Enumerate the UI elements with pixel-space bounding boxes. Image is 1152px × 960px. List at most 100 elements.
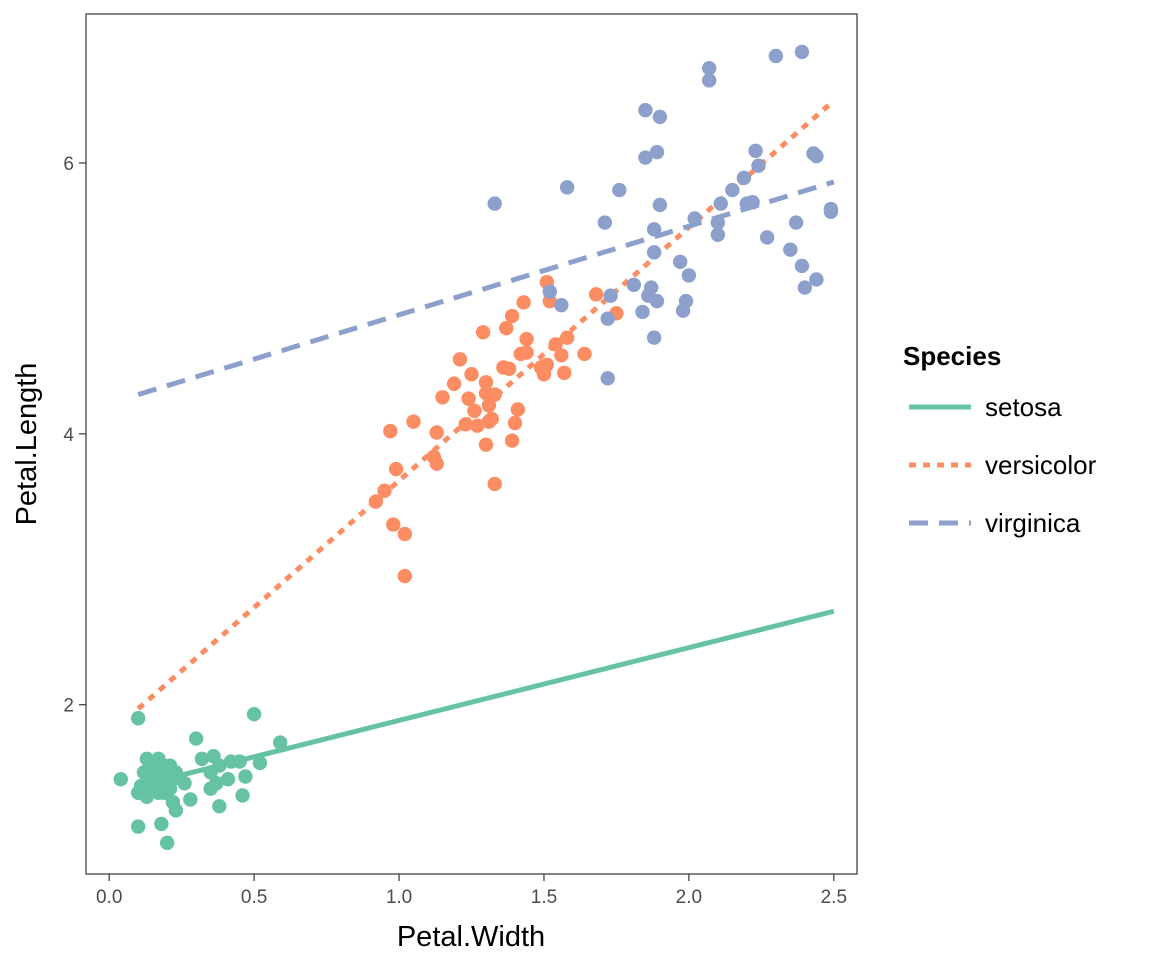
point-virginica-30 bbox=[710, 215, 726, 230]
point-versicolor-21 bbox=[478, 375, 494, 390]
point-virginica-8 bbox=[612, 182, 627, 198]
point-versicolor-2 bbox=[383, 423, 398, 439]
point-virginica-44 bbox=[797, 280, 813, 295]
point-versicolor-26 bbox=[487, 387, 502, 402]
point-setosa-40 bbox=[209, 776, 224, 791]
point-virginica-29 bbox=[710, 227, 726, 242]
point-virginica-6 bbox=[600, 371, 615, 386]
point-virginica-21 bbox=[652, 109, 668, 125]
point-virginica-49 bbox=[823, 204, 839, 219]
point-virginica-10 bbox=[635, 304, 650, 320]
point-virginica-35 bbox=[745, 195, 760, 210]
point-virginica-26 bbox=[687, 211, 702, 226]
point-versicolor-11 bbox=[435, 390, 450, 405]
legend-label-virginica: virginica bbox=[985, 508, 1081, 538]
point-versicolor-25 bbox=[484, 411, 499, 427]
point-versicolor-19 bbox=[475, 325, 491, 340]
point-virginica-3 bbox=[559, 180, 575, 195]
point-virginica-7 bbox=[603, 288, 618, 303]
point-versicolor-14 bbox=[458, 417, 473, 432]
x-tick-label: 1.5 bbox=[531, 887, 557, 908]
point-versicolor-34 bbox=[510, 402, 526, 417]
point-setosa-49 bbox=[252, 755, 268, 771]
point-versicolor-27 bbox=[487, 476, 502, 492]
point-versicolor-16 bbox=[464, 367, 479, 382]
point-virginica-17 bbox=[646, 245, 662, 260]
point-versicolor-4 bbox=[388, 461, 404, 477]
point-versicolor-10 bbox=[429, 456, 444, 471]
x-tick-label: 0.0 bbox=[96, 887, 122, 908]
point-setosa-42 bbox=[212, 758, 227, 773]
point-setosa-47 bbox=[238, 769, 253, 784]
point-virginica-18 bbox=[649, 144, 665, 160]
point-versicolor-32 bbox=[504, 308, 520, 324]
point-virginica-5 bbox=[600, 311, 615, 326]
point-versicolor-44 bbox=[548, 337, 563, 352]
point-virginica-43 bbox=[794, 44, 810, 60]
point-virginica-37 bbox=[751, 158, 766, 173]
data-points bbox=[113, 44, 839, 851]
point-virginica-41 bbox=[788, 215, 804, 230]
point-virginica-47 bbox=[809, 272, 824, 287]
point-virginica-14 bbox=[644, 280, 659, 295]
x-tick-label: 1.0 bbox=[386, 887, 412, 908]
point-virginica-24 bbox=[678, 293, 694, 309]
point-virginica-36 bbox=[748, 143, 763, 158]
point-setosa-31 bbox=[168, 765, 184, 780]
point-versicolor-41 bbox=[539, 357, 555, 372]
point-versicolor-48 bbox=[577, 346, 592, 362]
point-setosa-34 bbox=[183, 792, 198, 807]
y-axis: 2 4 6 bbox=[63, 154, 86, 717]
point-versicolor-47 bbox=[559, 330, 575, 345]
point-versicolor-37 bbox=[519, 331, 534, 347]
point-versicolor-30 bbox=[501, 361, 517, 377]
point-versicolor-5 bbox=[397, 568, 413, 584]
point-setosa-32 bbox=[168, 803, 184, 818]
point-versicolor-31 bbox=[504, 433, 520, 448]
point-virginica-0 bbox=[487, 196, 502, 211]
point-versicolor-0 bbox=[368, 494, 384, 509]
point-virginica-15 bbox=[646, 330, 662, 345]
point-setosa-36 bbox=[194, 751, 210, 767]
point-versicolor-1 bbox=[377, 483, 392, 498]
point-setosa-48 bbox=[246, 706, 262, 722]
point-virginica-25 bbox=[681, 268, 697, 283]
y-tick-label: 6 bbox=[63, 154, 74, 175]
point-versicolor-20 bbox=[478, 437, 494, 452]
y-axis-title: Petal.Length bbox=[11, 363, 43, 526]
point-virginica-20 bbox=[652, 197, 668, 213]
point-virginica-22 bbox=[672, 254, 688, 270]
point-setosa-1 bbox=[130, 711, 146, 726]
point-virginica-46 bbox=[809, 149, 824, 164]
point-versicolor-9 bbox=[429, 425, 444, 440]
y-tick-label: 4 bbox=[63, 425, 74, 446]
point-setosa-46 bbox=[235, 788, 250, 803]
point-setosa-50 bbox=[273, 735, 288, 750]
x-tick-label: 2.0 bbox=[676, 887, 702, 908]
point-virginica-19 bbox=[649, 293, 665, 309]
point-versicolor-7 bbox=[406, 414, 421, 429]
point-virginica-28 bbox=[701, 60, 717, 76]
point-virginica-33 bbox=[736, 170, 752, 186]
point-versicolor-13 bbox=[452, 352, 468, 367]
point-versicolor-38 bbox=[519, 345, 534, 360]
point-virginica-32 bbox=[725, 182, 740, 198]
point-setosa-43 bbox=[220, 772, 236, 787]
point-setosa-20 bbox=[154, 816, 169, 832]
point-setosa-41 bbox=[212, 799, 227, 814]
point-setosa-35 bbox=[188, 731, 204, 746]
point-virginica-12 bbox=[638, 150, 653, 165]
point-versicolor-12 bbox=[446, 376, 462, 391]
point-versicolor-36 bbox=[516, 295, 531, 310]
point-versicolor-45 bbox=[554, 348, 569, 363]
point-versicolor-46 bbox=[557, 365, 572, 381]
legend-title: Species bbox=[903, 341, 1001, 371]
x-tick-label: 2.5 bbox=[821, 887, 847, 908]
point-setosa-45 bbox=[232, 754, 247, 769]
legend-items: setosa versicolor virginica bbox=[909, 392, 1097, 538]
point-versicolor-18 bbox=[470, 418, 485, 433]
point-setosa-3 bbox=[130, 819, 146, 834]
point-setosa-33 bbox=[177, 776, 192, 791]
legend: Species setosa versicolor virginica bbox=[903, 341, 1097, 538]
